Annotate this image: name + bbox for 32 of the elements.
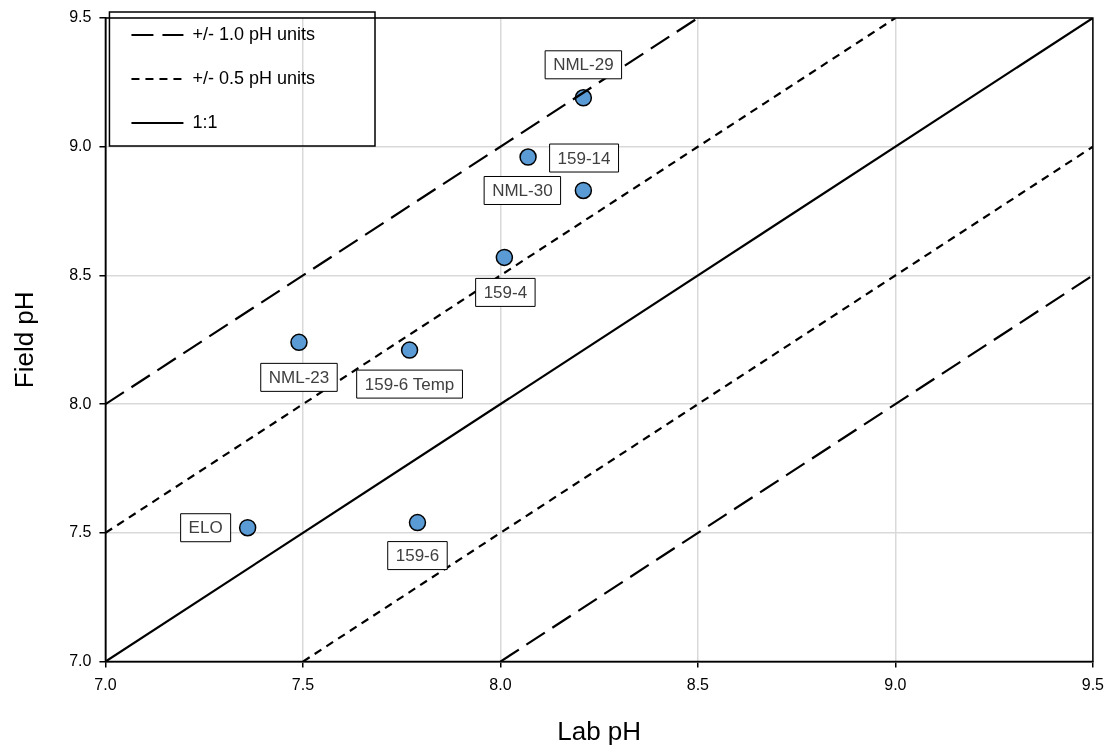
x-tick-label: 7.0	[94, 675, 117, 693]
annotation: NML-30	[492, 181, 553, 201]
y-tick-label: 7.5	[69, 523, 92, 541]
point	[290, 333, 308, 352]
y-tick-label: 9.5	[69, 8, 92, 26]
y-tick-label: 7.0	[69, 652, 92, 670]
y-tick-label: 8.0	[69, 394, 92, 412]
point	[238, 518, 257, 537]
y-tick-label: 9.0	[69, 137, 92, 155]
annotation: 159-6	[395, 546, 440, 566]
x-axis-title: Lab pH	[557, 715, 642, 746]
point	[408, 513, 427, 532]
x-tick-label: 7.5	[291, 675, 315, 693]
point	[495, 248, 514, 267]
x-tick-label: 8.5	[686, 675, 710, 693]
x-tick-label: 8.0	[489, 675, 512, 693]
point	[519, 148, 537, 166]
point	[574, 181, 593, 200]
point	[400, 341, 419, 359]
legend-label: +/- 1.0 pH units	[192, 23, 316, 44]
legend-label: +/- 0.5 pH units	[192, 67, 316, 88]
x-tick-label: 9.5	[1081, 675, 1105, 693]
legend-label: 1:1	[192, 111, 218, 132]
x-tick-label: 9.0	[884, 675, 907, 693]
y-tick-label: 8.5	[69, 265, 92, 283]
y-axis-title: Field pH	[8, 291, 39, 389]
annotation: NML-23	[268, 368, 330, 388]
annotation: 159-6 Temp	[364, 374, 455, 394]
annotation: 159-4	[483, 283, 528, 303]
annotation: NML-29	[553, 55, 614, 75]
annotation: 159-14	[557, 148, 611, 168]
annotation: ELO	[188, 518, 223, 538]
